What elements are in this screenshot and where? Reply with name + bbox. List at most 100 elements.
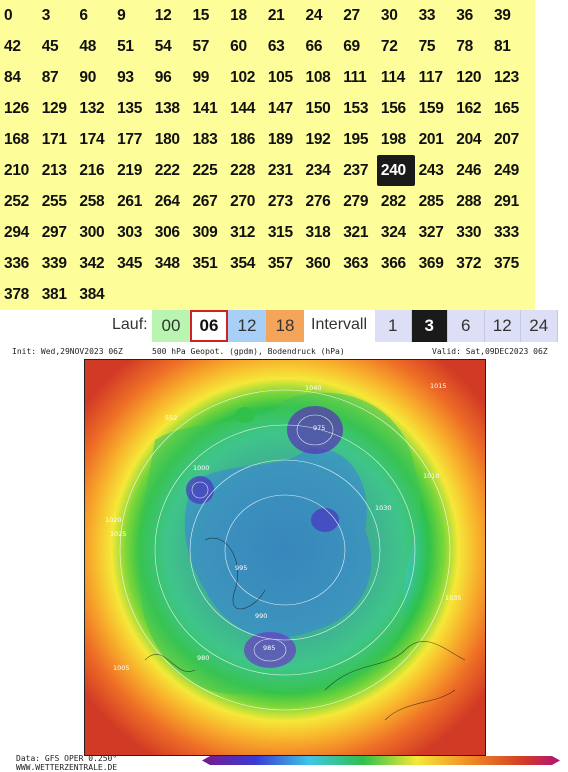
forecast-hour-381[interactable]: 381 <box>41 285 67 303</box>
forecast-hour-357[interactable]: 357 <box>267 254 293 272</box>
forecast-hour-162[interactable]: 162 <box>456 99 482 117</box>
forecast-hour-0[interactable]: 0 <box>4 6 13 24</box>
forecast-hour-198[interactable]: 198 <box>380 130 406 148</box>
intervall-option-3[interactable]: 3 <box>411 310 448 342</box>
forecast-hour-141[interactable]: 141 <box>192 99 218 117</box>
forecast-hour-363[interactable]: 363 <box>343 254 369 272</box>
forecast-hour-219[interactable]: 219 <box>117 161 143 179</box>
forecast-hour-72[interactable]: 72 <box>380 37 398 55</box>
forecast-hour-126[interactable]: 126 <box>4 99 29 117</box>
forecast-hour-138[interactable]: 138 <box>154 99 180 117</box>
forecast-hour-213[interactable]: 213 <box>41 161 67 179</box>
forecast-hour-153[interactable]: 153 <box>343 99 369 117</box>
forecast-hour-81[interactable]: 81 <box>493 37 511 55</box>
forecast-hour-255[interactable]: 255 <box>41 192 67 210</box>
forecast-hour-354[interactable]: 354 <box>230 254 256 272</box>
forecast-hour-45[interactable]: 45 <box>41 37 59 55</box>
forecast-hour-3[interactable]: 3 <box>41 6 51 24</box>
forecast-hour-21[interactable]: 21 <box>267 6 285 24</box>
forecast-hour-171[interactable]: 171 <box>41 130 67 148</box>
forecast-hour-63[interactable]: 63 <box>267 37 285 55</box>
forecast-hour-39[interactable]: 39 <box>493 6 511 24</box>
forecast-hour-129[interactable]: 129 <box>41 99 67 117</box>
forecast-hour-258[interactable]: 258 <box>79 192 105 210</box>
forecast-hour-339[interactable]: 339 <box>41 254 67 272</box>
forecast-hour-204[interactable]: 204 <box>456 130 482 148</box>
forecast-hour-207[interactable]: 207 <box>493 130 519 148</box>
forecast-hour-261[interactable]: 261 <box>117 192 143 210</box>
forecast-hour-267[interactable]: 267 <box>192 192 218 210</box>
forecast-hour-180[interactable]: 180 <box>154 130 180 148</box>
forecast-hour-228[interactable]: 228 <box>230 161 256 179</box>
forecast-hour-276[interactable]: 276 <box>305 192 331 210</box>
forecast-hour-216[interactable]: 216 <box>79 161 105 179</box>
forecast-hour-54[interactable]: 54 <box>154 37 172 55</box>
forecast-hour-264[interactable]: 264 <box>154 192 180 210</box>
forecast-hour-90[interactable]: 90 <box>79 68 97 86</box>
forecast-hour-150[interactable]: 150 <box>305 99 331 117</box>
forecast-hour-177[interactable]: 177 <box>117 130 143 148</box>
forecast-hour-51[interactable]: 51 <box>117 37 134 55</box>
forecast-hour-330[interactable]: 330 <box>456 223 482 241</box>
forecast-hour-333[interactable]: 333 <box>493 223 519 241</box>
forecast-hour-195[interactable]: 195 <box>343 130 369 148</box>
forecast-hour-240[interactable]: 240 <box>376 155 415 186</box>
forecast-hour-351[interactable]: 351 <box>192 254 218 272</box>
forecast-hour-252[interactable]: 252 <box>4 192 29 210</box>
forecast-hour-273[interactable]: 273 <box>267 192 293 210</box>
forecast-hour-288[interactable]: 288 <box>456 192 482 210</box>
forecast-hour-294[interactable]: 294 <box>4 223 29 241</box>
forecast-hour-201[interactable]: 201 <box>418 130 444 148</box>
forecast-hour-243[interactable]: 243 <box>418 161 444 179</box>
forecast-hour-96[interactable]: 96 <box>154 68 172 86</box>
forecast-hour-165[interactable]: 165 <box>493 99 519 117</box>
forecast-hour-345[interactable]: 345 <box>117 254 143 272</box>
forecast-hour-186[interactable]: 186 <box>230 130 256 148</box>
forecast-hour-117[interactable]: 117 <box>418 68 443 86</box>
forecast-hour-246[interactable]: 246 <box>456 161 482 179</box>
forecast-hour-183[interactable]: 183 <box>192 130 218 148</box>
forecast-hour-99[interactable]: 99 <box>192 68 210 86</box>
lauf-option-12[interactable]: 12 <box>228 310 266 342</box>
forecast-hour-66[interactable]: 66 <box>305 37 323 55</box>
forecast-hour-300[interactable]: 300 <box>79 223 105 241</box>
forecast-hour-123[interactable]: 123 <box>493 68 519 86</box>
forecast-hour-105[interactable]: 105 <box>267 68 293 86</box>
forecast-hour-102[interactable]: 102 <box>230 68 256 86</box>
forecast-hour-36[interactable]: 36 <box>456 6 473 24</box>
forecast-hour-57[interactable]: 57 <box>192 37 210 55</box>
forecast-hour-309[interactable]: 309 <box>192 223 218 241</box>
forecast-hour-42[interactable]: 42 <box>4 37 21 55</box>
forecast-hour-87[interactable]: 87 <box>41 68 59 86</box>
forecast-hour-33[interactable]: 33 <box>418 6 436 24</box>
forecast-hour-69[interactable]: 69 <box>343 37 360 55</box>
forecast-hour-60[interactable]: 60 <box>230 37 247 55</box>
forecast-hour-24[interactable]: 24 <box>305 6 323 24</box>
forecast-hour-18[interactable]: 18 <box>230 6 247 24</box>
forecast-hour-360[interactable]: 360 <box>305 254 331 272</box>
forecast-hour-270[interactable]: 270 <box>230 192 256 210</box>
forecast-hour-318[interactable]: 318 <box>305 223 331 241</box>
forecast-hour-291[interactable]: 291 <box>493 192 519 210</box>
forecast-hour-336[interactable]: 336 <box>4 254 29 272</box>
forecast-hour-375[interactable]: 375 <box>493 254 519 272</box>
forecast-hour-249[interactable]: 249 <box>493 161 519 179</box>
forecast-hour-168[interactable]: 168 <box>4 130 29 148</box>
forecast-hour-378[interactable]: 378 <box>4 285 29 303</box>
forecast-hour-93[interactable]: 93 <box>117 68 134 86</box>
intervall-option-1[interactable]: 1 <box>375 310 412 342</box>
forecast-hour-321[interactable]: 321 <box>343 223 369 241</box>
forecast-hour-222[interactable]: 222 <box>154 161 180 179</box>
forecast-hour-315[interactable]: 315 <box>267 223 293 241</box>
forecast-hour-108[interactable]: 108 <box>305 68 331 86</box>
forecast-hour-297[interactable]: 297 <box>41 223 67 241</box>
forecast-hour-279[interactable]: 279 <box>343 192 369 210</box>
forecast-hour-144[interactable]: 144 <box>230 99 256 117</box>
forecast-hour-174[interactable]: 174 <box>79 130 105 148</box>
forecast-hour-189[interactable]: 189 <box>267 130 293 148</box>
forecast-hour-120[interactable]: 120 <box>456 68 482 86</box>
forecast-hour-231[interactable]: 231 <box>267 161 293 179</box>
lauf-option-06[interactable]: 06 <box>190 310 228 342</box>
forecast-hour-237[interactable]: 237 <box>343 161 369 179</box>
forecast-hour-342[interactable]: 342 <box>79 254 105 272</box>
